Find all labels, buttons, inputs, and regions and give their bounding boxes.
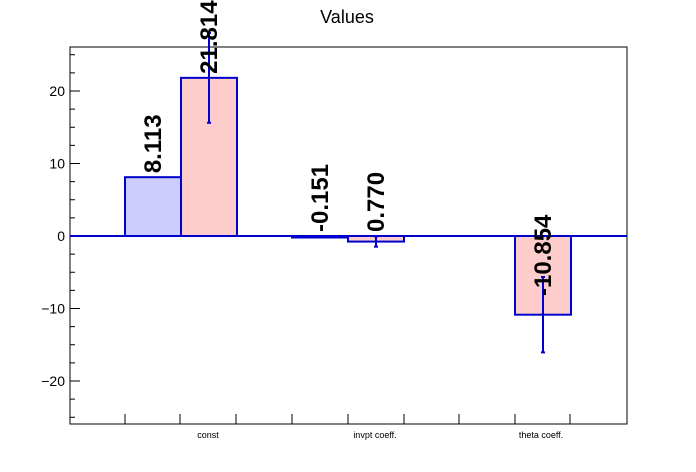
y-tick-label: 10 — [49, 156, 65, 172]
bars — [70, 31, 627, 354]
y-tick-label: −10 — [41, 301, 65, 317]
data-label: 21.814 — [196, 0, 223, 74]
y-tick-label: 20 — [49, 83, 65, 99]
data-labels: 8.113 -0.151 21.814 0.770 -10.854 — [140, 0, 557, 296]
data-label: -0.151 — [307, 164, 334, 232]
data-label: 8.113 — [140, 114, 167, 173]
y-tick-label: 0 — [57, 228, 65, 244]
data-label: -10.854 — [530, 214, 557, 296]
x-tick-label: invpt coeff. — [353, 430, 396, 440]
bar — [124, 176, 182, 238]
bar — [180, 76, 238, 238]
axes: −20 −10 0 10 20 const invpt coeff. theta coeff. — [41, 54, 571, 440]
x-tick-label: theta coeff. — [519, 430, 563, 440]
y-tick-label: −20 — [41, 373, 65, 389]
x-tick-label: const — [197, 430, 219, 440]
data-label: 0.770 — [363, 172, 390, 232]
chart-title: Values — [320, 7, 374, 27]
